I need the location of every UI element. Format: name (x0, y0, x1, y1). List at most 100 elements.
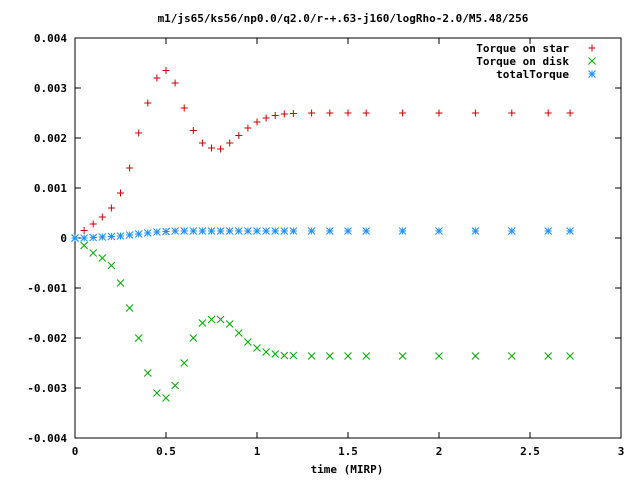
data-points (71, 67, 574, 402)
data-point (471, 227, 480, 235)
data-point (507, 352, 516, 360)
data-point (98, 254, 107, 262)
legend-marker (588, 70, 596, 78)
data-point (566, 352, 574, 360)
data-point (362, 109, 370, 117)
data-point (216, 227, 225, 235)
data-point (89, 220, 97, 228)
data-point (280, 351, 289, 360)
data-point (262, 348, 270, 356)
data-point (544, 352, 553, 360)
data-point (180, 359, 189, 367)
data-point (171, 227, 179, 235)
data-point (307, 227, 316, 235)
data-point (198, 319, 207, 327)
data-point (234, 227, 243, 235)
legend-label: Torque on star (476, 42, 569, 55)
y-tick-label: -0.002 (27, 332, 67, 345)
y-tick-label: 0 (60, 232, 67, 245)
data-point (107, 261, 116, 270)
data-point (362, 227, 371, 235)
data-point (162, 394, 170, 402)
data-point (89, 233, 98, 242)
data-point (244, 124, 252, 132)
data-point (225, 227, 234, 235)
series-1 (71, 67, 574, 242)
data-point (435, 109, 443, 117)
plot-frame (74, 37, 622, 439)
data-point (117, 189, 124, 197)
data-point (362, 352, 371, 360)
x-axis-label: time (MIRP) (311, 463, 384, 476)
data-point (344, 352, 352, 360)
data-point (162, 227, 170, 236)
series-3 (71, 227, 574, 242)
data-point (189, 227, 198, 235)
data-point (307, 352, 316, 360)
data-point (544, 227, 553, 235)
data-point (135, 129, 143, 137)
data-point (271, 112, 279, 119)
data-point (280, 227, 289, 235)
data-point (398, 227, 407, 235)
data-point (471, 352, 480, 360)
data-point (344, 227, 352, 235)
data-point (435, 352, 443, 360)
data-point (143, 229, 152, 237)
data-point (253, 344, 261, 352)
data-point (198, 139, 206, 147)
data-point (125, 304, 134, 312)
data-point (134, 334, 143, 342)
data-point (171, 381, 179, 390)
data-point (89, 249, 98, 257)
y-tick-label: 0.004 (34, 32, 67, 45)
chart-title: m1/js65/ks56/np0.0/q2.0/r-+.63-j160/logR… (158, 12, 529, 25)
data-point (566, 109, 574, 117)
data-point (189, 127, 197, 134)
y-tick-label: -0.001 (27, 282, 67, 295)
data-point (262, 114, 270, 122)
y-tick-label: 0.002 (34, 132, 67, 145)
data-point (507, 227, 516, 235)
data-point (134, 230, 143, 238)
data-point (216, 315, 225, 324)
data-point (126, 164, 134, 172)
y-tick-label: -0.003 (27, 382, 67, 395)
data-point (153, 74, 161, 82)
data-point (325, 352, 334, 360)
axis-tick-labels: 0 0.5 1 1.5 2 2.5 3 -0.004 -0.003 -0.002 -0.001 0 0.… (27, 32, 624, 458)
data-point (98, 213, 106, 221)
data-point (189, 334, 198, 342)
data-point (253, 227, 261, 235)
data-point (143, 369, 152, 377)
legend-label: totalTorque (496, 68, 569, 81)
data-point (308, 109, 316, 117)
x-tick-label: 2.5 (520, 445, 540, 458)
data-point (235, 132, 243, 139)
data-point (171, 79, 179, 87)
data-point (344, 109, 352, 117)
data-point (153, 389, 161, 397)
data-point (116, 232, 125, 240)
axis-ticks (74, 37, 622, 439)
data-point (280, 110, 288, 118)
data-point (71, 234, 79, 242)
data-point (144, 99, 152, 107)
x-tick-label: 1.5 (338, 445, 358, 458)
x-tick-label: 0.5 (156, 445, 176, 458)
data-point (262, 227, 270, 235)
data-point (234, 329, 243, 337)
data-point (207, 227, 216, 235)
data-point (207, 315, 216, 324)
data-point (162, 67, 170, 74)
data-point (116, 279, 125, 287)
data-point (244, 338, 252, 346)
data-point (471, 109, 479, 117)
data-point (180, 104, 188, 112)
y-tick-label: 0.003 (34, 82, 67, 95)
data-point (80, 241, 88, 250)
data-point (107, 232, 116, 241)
y-tick-label: -0.004 (27, 432, 67, 445)
